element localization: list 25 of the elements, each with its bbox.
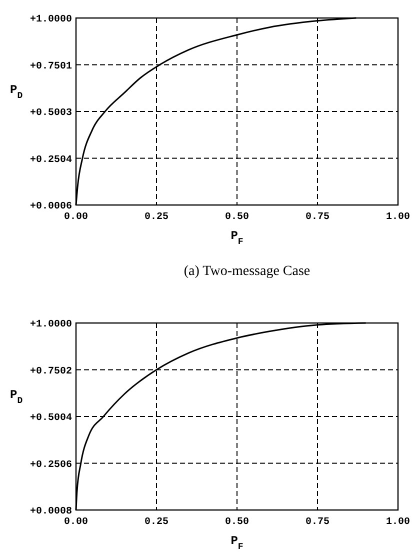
y-tick-label: +0.0006	[30, 202, 72, 212]
y-tick-label: +1.0000	[30, 14, 72, 26]
y-tick-label: +0.7501	[30, 61, 72, 72]
x-tick-label: 0.25	[144, 212, 169, 223]
y-tick-label: +0.5003	[30, 108, 72, 119]
y-tick-label: +0.0008	[30, 506, 72, 518]
y-axis-title: P$_{D}$	[10, 388, 24, 406]
x-axis-title: P$_{F}$	[230, 534, 244, 552]
x-tick-label: 0.75	[305, 517, 330, 528]
x-tick-label: 0.25	[144, 517, 169, 528]
y-tick-label: +0.2504	[30, 154, 72, 166]
x-tick-label: 0.00	[64, 517, 88, 528]
y-tick-label: +0.5004	[30, 413, 72, 424]
y-axis-title: P$_{D}$	[10, 82, 24, 101]
y-tick-label: +1.0000	[30, 320, 72, 330]
x-tick-label: 0.50	[224, 212, 250, 223]
x-tick-label: 1.00	[386, 212, 410, 223]
y-tick-label: +0.7502	[30, 366, 72, 378]
x-tick-label: 0.75	[305, 212, 330, 223]
x-axis-title: P$_{F}$	[230, 229, 244, 247]
x-tick-label: 0.00	[64, 212, 88, 223]
x-tick-label: 1.00	[386, 517, 410, 528]
text: (a) Two-message Case	[184, 264, 310, 279]
y-tick-label: +0.2506	[30, 460, 72, 471]
x-tick-label: 0.50	[224, 517, 250, 528]
